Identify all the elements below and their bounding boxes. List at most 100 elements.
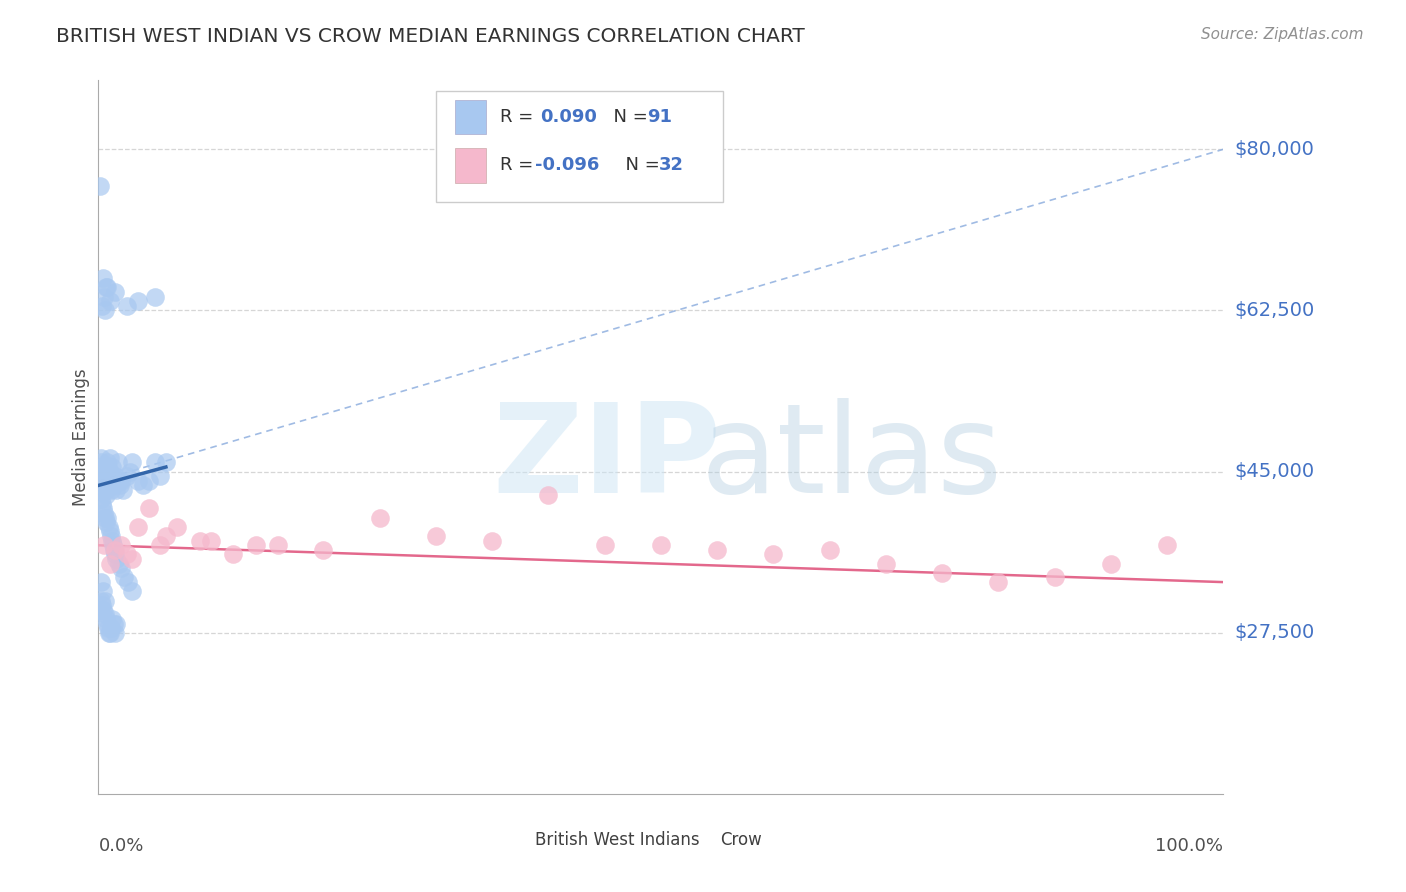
Point <box>117 575 139 590</box>
Point <box>267 538 290 552</box>
Text: BRITISH WEST INDIAN VS CROW MEDIAN EARNINGS CORRELATION CHART: BRITISH WEST INDIAN VS CROW MEDIAN EARNI… <box>56 27 806 45</box>
Text: $62,500: $62,500 <box>1234 301 1315 320</box>
Point <box>90 455 112 469</box>
Point <box>312 542 335 557</box>
Point <box>110 538 132 552</box>
FancyBboxPatch shape <box>456 100 486 134</box>
FancyBboxPatch shape <box>456 148 486 183</box>
Text: $45,000: $45,000 <box>1234 462 1315 481</box>
Point <box>96 483 118 497</box>
Point <box>91 271 114 285</box>
Text: N =: N = <box>602 108 654 126</box>
Point <box>93 483 115 497</box>
Point <box>127 474 149 488</box>
Point <box>138 474 160 488</box>
Point <box>1156 538 1178 552</box>
Point <box>537 488 560 502</box>
Point <box>104 548 127 562</box>
Point <box>94 488 117 502</box>
Point <box>94 474 117 488</box>
Point <box>96 280 118 294</box>
Point <box>127 294 149 309</box>
Point <box>118 465 141 479</box>
Text: atlas: atlas <box>700 398 1002 519</box>
Point <box>103 478 125 492</box>
FancyBboxPatch shape <box>689 833 714 849</box>
Text: 91: 91 <box>647 108 672 126</box>
Point <box>987 575 1010 590</box>
Point <box>222 548 245 562</box>
Point <box>100 621 122 635</box>
Point <box>90 575 112 590</box>
Point <box>98 557 121 571</box>
Text: ZIP: ZIP <box>492 398 721 519</box>
Point <box>101 612 124 626</box>
Point <box>90 497 112 511</box>
Point <box>103 616 125 631</box>
Text: $80,000: $80,000 <box>1234 140 1315 159</box>
Point <box>112 483 135 497</box>
Point <box>96 616 118 631</box>
Point <box>931 566 953 580</box>
Point <box>98 524 121 539</box>
Point <box>425 529 447 543</box>
Point <box>143 290 166 304</box>
Point <box>368 510 391 524</box>
Point <box>89 179 111 194</box>
Point <box>112 570 135 584</box>
Point <box>132 478 155 492</box>
Point <box>101 538 124 552</box>
Text: $27,500: $27,500 <box>1234 624 1315 642</box>
Point <box>96 280 118 294</box>
Point <box>818 542 841 557</box>
Point <box>98 625 121 640</box>
Point <box>188 533 211 548</box>
Text: 100.0%: 100.0% <box>1156 837 1223 855</box>
Point <box>138 501 160 516</box>
Point <box>200 533 222 548</box>
Point <box>155 529 177 543</box>
Point <box>593 538 616 552</box>
Point <box>105 483 128 497</box>
Point <box>1099 557 1122 571</box>
Point <box>108 478 131 492</box>
Point <box>94 303 117 318</box>
Point <box>100 529 122 543</box>
Point <box>96 474 118 488</box>
Text: R =: R = <box>501 156 538 174</box>
Point <box>98 478 121 492</box>
Point <box>94 510 117 524</box>
Y-axis label: Median Earnings: Median Earnings <box>72 368 90 506</box>
Point <box>97 469 120 483</box>
Point <box>91 478 114 492</box>
Point <box>706 542 728 557</box>
Point <box>110 474 132 488</box>
Point <box>97 621 120 635</box>
Point <box>93 290 115 304</box>
Text: -0.096: -0.096 <box>534 156 599 174</box>
Point <box>105 552 128 566</box>
Point <box>101 533 124 548</box>
Point <box>104 469 127 483</box>
Point <box>107 474 129 488</box>
Point <box>121 584 143 599</box>
Point <box>98 465 121 479</box>
Point <box>107 557 129 571</box>
Point <box>91 598 114 612</box>
Point <box>90 460 112 475</box>
Point <box>94 612 117 626</box>
Text: Crow: Crow <box>720 831 762 849</box>
FancyBboxPatch shape <box>436 91 723 202</box>
FancyBboxPatch shape <box>503 833 529 849</box>
Point <box>121 455 143 469</box>
Point <box>90 474 112 488</box>
Point <box>94 593 117 607</box>
Point <box>97 460 120 475</box>
Point <box>93 469 115 483</box>
Point <box>90 450 112 465</box>
Point <box>1043 570 1066 584</box>
Point <box>245 538 267 552</box>
Point <box>93 478 115 492</box>
Text: 32: 32 <box>658 156 683 174</box>
Point <box>155 455 177 469</box>
